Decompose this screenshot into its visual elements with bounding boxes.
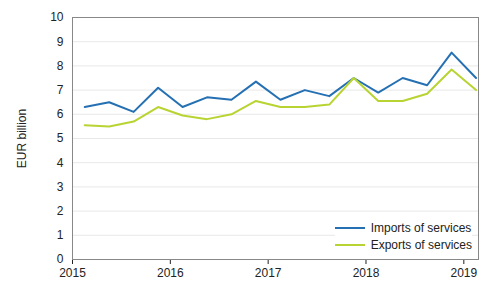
- svg-text:2018: 2018: [353, 266, 380, 280]
- svg-text:4: 4: [57, 156, 64, 170]
- svg-text:2: 2: [57, 204, 64, 218]
- svg-text:5: 5: [57, 131, 64, 145]
- svg-text:0: 0: [57, 252, 64, 266]
- html-text:Exports of services: Exports of services: [370, 237, 472, 252]
- svg-text:2017: 2017: [255, 266, 282, 280]
- svg-text:2015: 2015: [59, 266, 86, 280]
- html-text:Imports of services: Imports of services: [370, 220, 472, 235]
- svg-text:9: 9: [57, 35, 64, 49]
- svg-text:7: 7: [57, 83, 64, 97]
- svg-text:8: 8: [57, 59, 64, 73]
- svg-text:2016: 2016: [157, 266, 184, 280]
- svg-text:1: 1: [57, 228, 64, 242]
- svg-text:10: 10: [50, 10, 64, 24]
- svg-text:2019: 2019: [450, 266, 477, 280]
- svg-text:6: 6: [57, 107, 64, 121]
- svg-text:3: 3: [57, 180, 64, 194]
- svg-text:EUR billion: EUR billion: [15, 109, 29, 168]
